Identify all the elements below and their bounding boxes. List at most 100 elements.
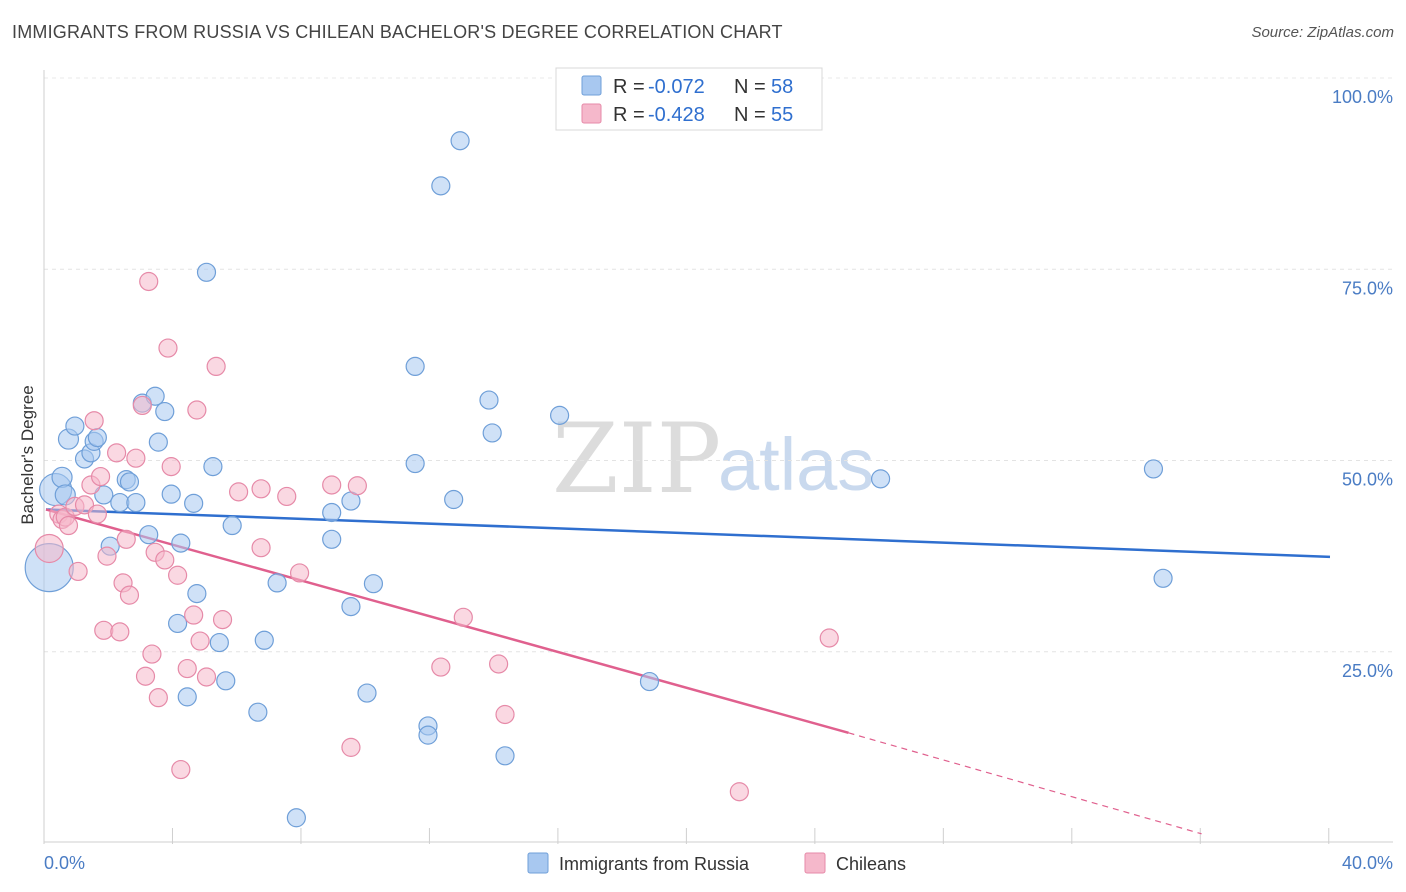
- stats-legend: R = -0.072 N = 58 R = -0.428 N = 55: [555, 67, 823, 131]
- russia-point-55: [1143, 459, 1164, 479]
- chile-point-15: [110, 622, 130, 642]
- chile-point-44: [341, 737, 361, 757]
- russia-point-19: [148, 432, 168, 452]
- russia-point-50: [482, 423, 502, 443]
- chile-point-23: [142, 644, 162, 664]
- legend-n-label-russia: N =: [734, 76, 766, 98]
- russia-point-9: [87, 427, 107, 448]
- russia-point-25: [184, 493, 204, 513]
- russia-point-42: [405, 356, 425, 377]
- legend-swatch-russia: [581, 75, 602, 96]
- chile-point-31: [177, 658, 197, 679]
- russia-point-47: [444, 489, 464, 510]
- trend-line-chile-extrapolated: [848, 732, 1202, 835]
- chile-point-49: [495, 704, 515, 725]
- series-chile-points: [34, 271, 839, 802]
- legend-n-label-chile: N =: [734, 104, 766, 126]
- chile-point-30: [171, 759, 191, 780]
- chile-point-36: [206, 356, 226, 377]
- russia-point-24: [177, 687, 197, 707]
- chile-point-46: [431, 657, 451, 677]
- russia-point-37: [322, 529, 342, 549]
- chile-point-25: [148, 688, 168, 708]
- legend-r-value-chile: -0.428: [648, 104, 705, 126]
- russia-point-48: [450, 131, 470, 151]
- russia-point-10: [94, 485, 114, 505]
- chile-point-43: [322, 475, 342, 495]
- y-tick-label-25: 25.0%: [1342, 661, 1393, 681]
- series-legend: Immigrants from Russia Chileans: [527, 852, 906, 874]
- legend-r-label-chile: R =: [613, 104, 645, 126]
- russia-point-5: [65, 416, 85, 436]
- russia-point-17: [139, 525, 159, 545]
- chile-point-0: [34, 533, 64, 564]
- chile-point-42: [289, 563, 310, 583]
- russia-point-41: [363, 574, 384, 594]
- legend-r-label-russia: R =: [613, 76, 645, 98]
- russia-point-36: [322, 502, 342, 523]
- y-tick-label-100: 100.0%: [1332, 87, 1393, 107]
- chile-point-14: [107, 443, 127, 463]
- watermark-zip: ZIP: [552, 403, 721, 515]
- russia-point-52: [549, 405, 570, 425]
- russia-point-15: [126, 492, 146, 513]
- chile-point-19: [126, 448, 146, 468]
- chile-point-26: [155, 550, 175, 570]
- source-credit: Source: ZipAtlas.com: [1251, 24, 1394, 41]
- chile-point-51: [819, 628, 839, 648]
- chile-point-13: [97, 546, 117, 566]
- y-tick-label-75: 75.0%: [1342, 278, 1393, 298]
- legend-n-value-chile: 55: [771, 104, 793, 126]
- chile-point-33: [187, 400, 207, 420]
- chile-point-6: [68, 561, 88, 582]
- russia-point-26: [187, 584, 207, 604]
- russia-point-46: [431, 176, 451, 196]
- chile-point-20: [132, 395, 152, 416]
- y-tick-labels: 25.0% 50.0% 75.0% 100.0%: [1332, 87, 1393, 681]
- chile-point-32: [184, 605, 204, 625]
- chile-point-39: [251, 479, 271, 499]
- russia-point-54: [870, 469, 891, 489]
- russia-point-29: [209, 632, 229, 653]
- russia-point-38: [341, 597, 361, 617]
- x-tick-label-max: 40.0%: [1342, 853, 1393, 873]
- russia-point-23: [171, 533, 191, 553]
- chile-point-38: [229, 482, 249, 502]
- russia-point-45: [418, 725, 438, 745]
- chile-point-12: [94, 620, 114, 640]
- russia-point-35: [286, 808, 306, 828]
- legend-n-value-russia: 58: [771, 76, 793, 98]
- bottom-legend-swatch-chile: [804, 852, 826, 874]
- chile-point-10: [87, 504, 107, 524]
- chile-point-35: [196, 667, 217, 687]
- chile-point-40: [251, 538, 271, 558]
- russia-point-14: [119, 472, 140, 492]
- chile-point-48: [489, 654, 509, 674]
- russia-point-2: [51, 466, 73, 488]
- bottom-legend-label-russia: Immigrants from Russia: [559, 854, 750, 874]
- legend-swatch-chile: [581, 103, 602, 124]
- x-tick-label-min: 0.0%: [44, 853, 85, 873]
- chile-point-47: [453, 607, 473, 627]
- bottom-legend-label-chile: Chileans: [836, 854, 906, 874]
- russia-point-34: [267, 573, 287, 593]
- russia-point-31: [222, 515, 242, 536]
- chile-point-41: [277, 486, 297, 507]
- chile-point-28: [161, 457, 181, 477]
- chile-point-50: [729, 782, 749, 802]
- russia-point-43: [405, 453, 425, 474]
- chile-point-27: [158, 338, 178, 358]
- chile-point-29: [168, 565, 188, 585]
- chile-point-9: [84, 411, 104, 431]
- chart-title: IMMIGRANTS FROM RUSSIA VS CHILEAN BACHEL…: [12, 22, 783, 42]
- russia-point-53: [639, 671, 660, 692]
- russia-point-20: [155, 401, 175, 422]
- y-axis-title: Bachelor's Degree: [18, 385, 37, 524]
- chile-point-22: [139, 271, 159, 292]
- legend-r-value-russia: -0.072: [648, 76, 705, 98]
- russia-point-27: [196, 262, 217, 282]
- russia-point-22: [168, 613, 188, 634]
- chile-point-17: [116, 529, 136, 549]
- chile-point-4: [58, 515, 79, 536]
